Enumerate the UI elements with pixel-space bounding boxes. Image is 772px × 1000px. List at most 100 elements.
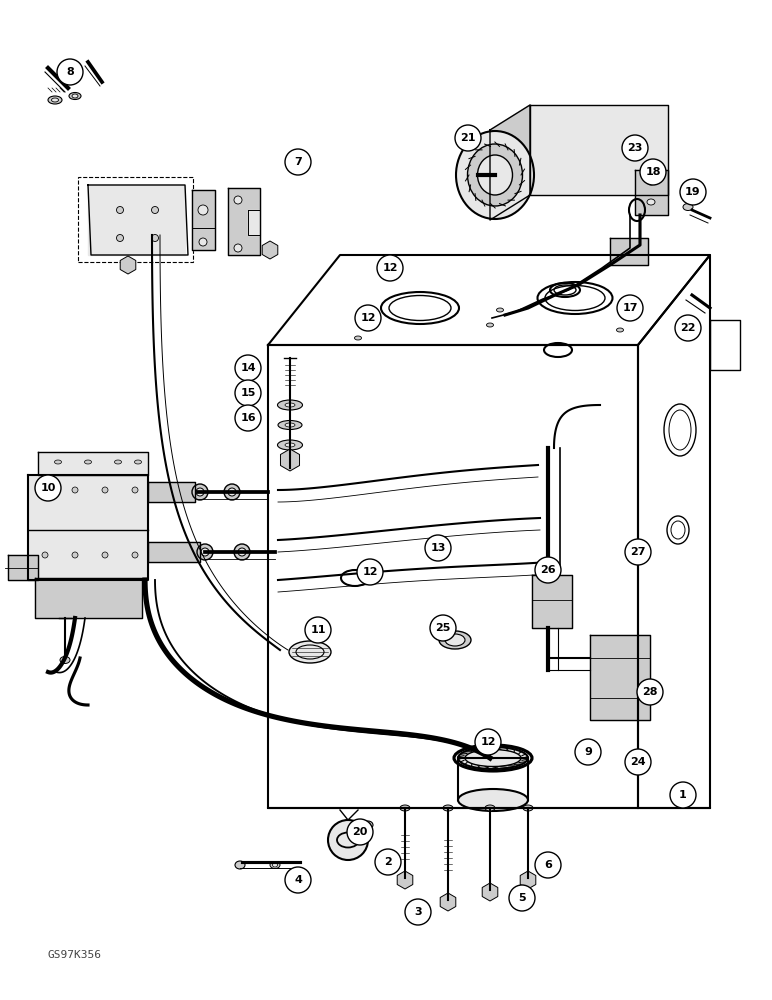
Ellipse shape (201, 548, 209, 556)
Polygon shape (148, 482, 195, 502)
Ellipse shape (72, 487, 78, 493)
Ellipse shape (192, 484, 208, 500)
Circle shape (475, 729, 501, 755)
Circle shape (430, 615, 456, 641)
Polygon shape (148, 542, 200, 562)
Ellipse shape (60, 656, 70, 664)
Ellipse shape (228, 488, 236, 496)
Circle shape (680, 179, 706, 205)
Ellipse shape (400, 805, 410, 811)
Circle shape (675, 315, 701, 341)
Circle shape (670, 782, 696, 808)
Circle shape (425, 535, 451, 561)
Circle shape (535, 852, 561, 878)
Ellipse shape (631, 313, 638, 317)
Ellipse shape (270, 861, 280, 868)
Text: 11: 11 (310, 625, 326, 635)
Ellipse shape (683, 204, 693, 211)
Ellipse shape (647, 199, 655, 205)
Polygon shape (490, 105, 530, 220)
Circle shape (405, 899, 431, 925)
Text: 12: 12 (361, 313, 376, 323)
Ellipse shape (277, 400, 303, 410)
Text: 23: 23 (628, 143, 642, 153)
Ellipse shape (224, 484, 240, 500)
Circle shape (575, 739, 601, 765)
Circle shape (347, 819, 373, 845)
Text: 3: 3 (415, 907, 422, 917)
Bar (78, 177, 193, 262)
Text: 5: 5 (518, 893, 526, 903)
Circle shape (355, 305, 381, 331)
Polygon shape (38, 452, 148, 475)
Ellipse shape (117, 207, 124, 214)
Circle shape (285, 867, 311, 893)
Ellipse shape (42, 552, 48, 558)
Polygon shape (532, 575, 572, 628)
Ellipse shape (55, 460, 62, 464)
Circle shape (235, 355, 261, 381)
Ellipse shape (114, 460, 121, 464)
Text: 18: 18 (645, 167, 661, 177)
Ellipse shape (198, 205, 208, 215)
Ellipse shape (617, 328, 624, 332)
Polygon shape (88, 185, 185, 255)
Ellipse shape (365, 823, 371, 827)
Text: 6: 6 (544, 860, 552, 870)
Polygon shape (610, 238, 648, 265)
Ellipse shape (289, 641, 331, 663)
Ellipse shape (134, 460, 141, 464)
Polygon shape (35, 578, 142, 618)
Polygon shape (228, 188, 260, 255)
Ellipse shape (647, 179, 655, 185)
Polygon shape (28, 475, 148, 580)
Circle shape (35, 475, 61, 501)
Polygon shape (590, 635, 650, 720)
Text: 24: 24 (630, 757, 646, 767)
Text: 12: 12 (480, 737, 496, 747)
Ellipse shape (151, 234, 158, 241)
Ellipse shape (196, 488, 204, 496)
Ellipse shape (234, 196, 242, 204)
Ellipse shape (273, 863, 277, 867)
Ellipse shape (496, 308, 503, 312)
Ellipse shape (478, 155, 513, 195)
Polygon shape (635, 170, 668, 215)
Ellipse shape (445, 634, 465, 646)
Circle shape (57, 59, 83, 85)
Ellipse shape (52, 98, 59, 102)
Ellipse shape (458, 747, 528, 769)
Ellipse shape (48, 96, 62, 104)
Circle shape (625, 749, 651, 775)
Circle shape (640, 159, 666, 185)
Circle shape (375, 849, 401, 875)
Ellipse shape (456, 131, 534, 219)
Ellipse shape (278, 420, 302, 430)
Ellipse shape (102, 487, 108, 493)
Text: 16: 16 (240, 413, 256, 423)
Circle shape (305, 617, 331, 643)
Circle shape (285, 149, 311, 175)
Circle shape (235, 405, 261, 431)
Text: 19: 19 (686, 187, 701, 197)
Circle shape (617, 295, 643, 321)
Text: 21: 21 (460, 133, 476, 143)
Polygon shape (192, 190, 215, 250)
Text: 8: 8 (66, 67, 74, 77)
Ellipse shape (234, 244, 242, 252)
Polygon shape (8, 555, 38, 580)
Ellipse shape (354, 336, 361, 340)
Polygon shape (530, 105, 668, 195)
Text: 28: 28 (642, 687, 658, 697)
Ellipse shape (285, 403, 295, 407)
Text: 7: 7 (294, 157, 302, 167)
Ellipse shape (199, 238, 207, 246)
Circle shape (535, 557, 561, 583)
Text: 15: 15 (240, 388, 256, 398)
Ellipse shape (285, 423, 295, 427)
Text: 12: 12 (362, 567, 378, 577)
Circle shape (622, 135, 648, 161)
Ellipse shape (132, 487, 138, 493)
Ellipse shape (234, 544, 250, 560)
Ellipse shape (102, 552, 108, 558)
